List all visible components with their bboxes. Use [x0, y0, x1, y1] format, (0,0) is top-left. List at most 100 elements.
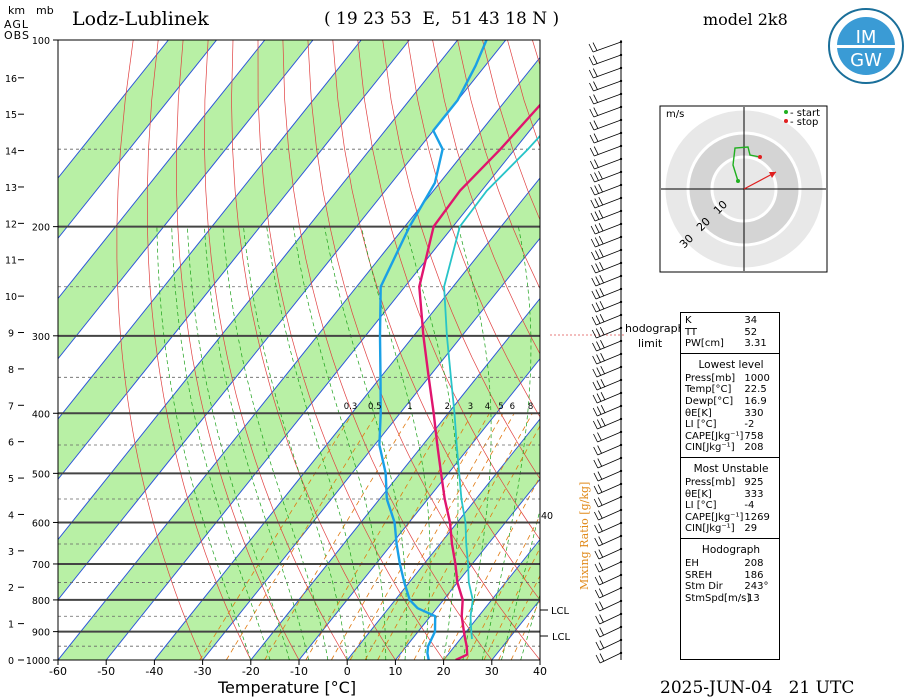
wind-barb — [594, 158, 622, 170]
wind-barb-feather — [595, 289, 601, 298]
wind-barb-feather — [590, 238, 596, 248]
wind-barb-feather — [591, 329, 597, 339]
wind-barb-feather — [599, 301, 605, 310]
height-tick-label: 12 — [5, 219, 17, 230]
pressure-tick-label: 1000 — [26, 656, 50, 667]
mixing-ratio-axis-label: Mixing Ratio [g/kg] — [578, 481, 591, 590]
isotherm-line — [58, 40, 410, 481]
wind-barb — [598, 574, 622, 586]
wind-barb-feather — [593, 133, 599, 142]
wind-barb-feather — [598, 575, 604, 584]
sounding-profiles — [378, 40, 540, 660]
wind-barb-feather — [594, 589, 600, 599]
index-row: StmSpd[m/s] 13 — [685, 592, 760, 604]
hodograph-limit-label-1: hodograph — [625, 322, 685, 335]
wind-barb-feather — [595, 654, 601, 664]
wind-barb-feather — [594, 576, 600, 586]
wind-barb-feather — [592, 68, 598, 77]
wind-barb-feather — [589, 134, 595, 144]
moist-adiabat-line — [324, 226, 407, 660]
index-row: θE[K] 333 — [685, 488, 764, 500]
lowest-level-title: Lowest level — [698, 358, 764, 371]
wind-barb-feather — [599, 314, 605, 323]
dry-adiabat-line — [282, 40, 493, 660]
wind-barb-feather — [599, 275, 605, 284]
wind-barb — [594, 223, 622, 235]
wind-barb-feather — [592, 394, 598, 404]
index-row: TT 52 — [685, 326, 758, 338]
hodograph-indices-section: Hodograph EH 208 SREH 186 Stm Dir 243° StmS… — [681, 539, 779, 607]
x-tick-label: -60 — [49, 665, 67, 678]
index-row: K 34 — [685, 315, 758, 326]
wind-barb-feather — [593, 459, 599, 469]
wind-barb-feather — [593, 81, 598, 90]
wind-barb-feather — [597, 471, 603, 480]
wind-barb — [593, 119, 622, 131]
wind-barb — [594, 184, 622, 196]
wind-barb-feather — [596, 380, 602, 389]
wind-barb — [599, 600, 622, 612]
height-tick-label: 2 — [8, 583, 14, 594]
x-tick-label: -50 — [97, 665, 115, 678]
dry-adiabat-line — [146, 40, 252, 660]
pressure-tick-label: 600 — [32, 518, 50, 529]
legend-stop-dot — [784, 119, 788, 123]
wind-barb-feather — [600, 418, 606, 427]
isotherm-line — [154, 177, 540, 660]
index-row: θE[K] 330 — [685, 407, 764, 419]
x-tick-label: 0 — [344, 665, 351, 678]
mixing-ratio-value: 1 — [407, 402, 412, 412]
wind-barb-feather — [589, 108, 595, 118]
x-tick-label: 20 — [437, 665, 451, 678]
index-row: EH 208 — [685, 557, 764, 569]
wind-barb-feather — [597, 432, 602, 441]
dry-adiabat-line — [307, 40, 540, 660]
station-title: Lodz-Lublinek — [72, 8, 209, 30]
dry-adiabat-line — [231, 40, 396, 660]
isotherm-line — [58, 40, 217, 240]
x-tick-label: -20 — [242, 665, 260, 678]
most-unstable-section: Most Unstable Press[mb] 925 θE[K] 333 LI [… — [681, 458, 779, 539]
height-tick-label: 1 — [8, 620, 14, 631]
wind-barb-feather — [595, 315, 601, 324]
wind-barb-feather — [594, 563, 600, 573]
wind-barb-feather — [598, 171, 603, 180]
wind-barb-feather — [589, 121, 595, 131]
wind-barb — [599, 652, 622, 664]
wind-barb — [594, 210, 622, 222]
parcel-path — [443, 134, 540, 640]
wind-barb-feather — [598, 510, 603, 519]
agl-label: AGL — [4, 18, 29, 31]
wind-barb-feather — [596, 367, 602, 376]
height-tick-label: 8 — [8, 365, 14, 376]
height-tick-label: 5 — [8, 474, 14, 485]
wind-barb-feather — [593, 107, 599, 116]
wind-barb-feather — [592, 55, 598, 64]
wind-barb-feather — [591, 303, 597, 313]
most-unstable-title: Most Unstable — [693, 462, 769, 475]
mixing-ratio-value: 2 — [445, 402, 450, 412]
obs-label: OBS — [4, 29, 30, 42]
x-axis-title: Temperature [°C] — [218, 678, 357, 697]
wind-barb-feather — [591, 251, 596, 261]
mixing-ratio-value: 3 — [468, 402, 473, 412]
wind-barb-feather — [598, 197, 604, 206]
wind-barb — [593, 106, 622, 118]
wind-barb-feather — [594, 211, 600, 220]
wind-barb-feather — [593, 446, 599, 456]
wind-barb-feather — [592, 355, 597, 365]
wind-barb-feather — [597, 445, 603, 454]
wind-barb — [598, 561, 622, 573]
wind-barb-feather — [592, 342, 597, 352]
pressure-tick-label: 400 — [32, 409, 50, 420]
x-tick-label: -40 — [145, 665, 163, 678]
wind-barb-feather — [597, 484, 603, 493]
index-row: Dewp[°C] 16.9 — [685, 395, 767, 407]
hodograph-legend-stop: - stop — [790, 117, 819, 128]
wind-barb-feather — [600, 392, 606, 401]
wind-barb — [593, 80, 622, 92]
wind-barb-feather — [595, 302, 601, 311]
